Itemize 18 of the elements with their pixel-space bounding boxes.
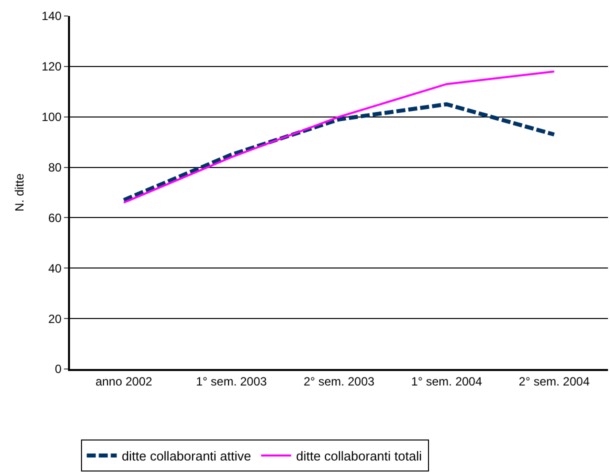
x-tick-label: anno 2002 <box>95 374 152 388</box>
y-tick-label: 80 <box>48 160 62 174</box>
y-tick-label: 60 <box>48 210 62 225</box>
line-series <box>122 102 556 202</box>
y-tick-label: 20 <box>48 312 62 326</box>
y-axis-title: N. ditte <box>12 173 26 212</box>
y-tick-label: 40 <box>48 261 62 276</box>
x-tick-label: 1° sem. 2003 <box>196 374 268 388</box>
x-tick-label: 1° sem. 2004 <box>411 374 482 388</box>
y-tick-label: 140 <box>42 9 62 24</box>
line-series <box>122 70 556 204</box>
y-tick-label: 0 <box>54 362 62 376</box>
y-tick-label: 120 <box>42 60 62 74</box>
x-tick-label: 2° sem. 2004 <box>518 374 590 388</box>
legend-label: ditte collaboranti attive <box>122 448 252 464</box>
legend-label: ditte collaboranti totali <box>296 448 422 464</box>
x-tick-label: 2° sem. 2003 <box>304 374 375 388</box>
y-tick-label: 100 <box>42 110 62 124</box>
